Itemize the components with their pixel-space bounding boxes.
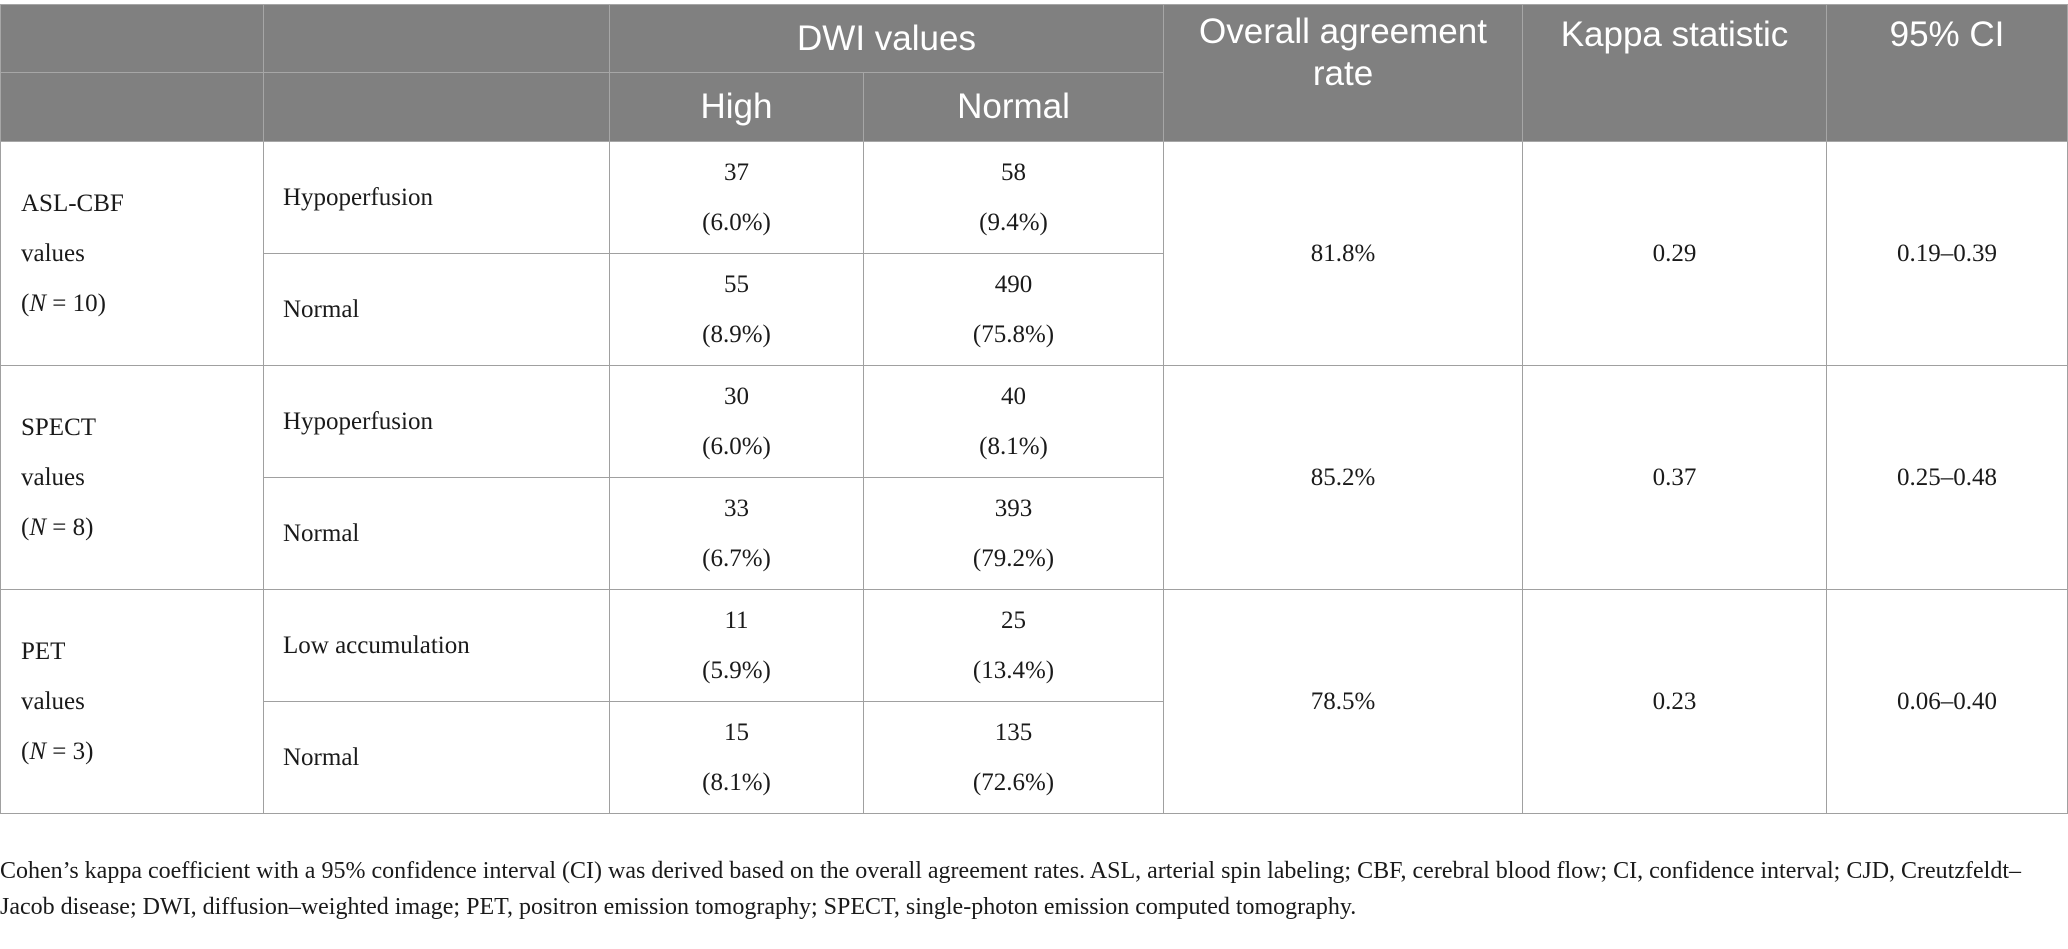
header-row-2: High Normal — [0, 72, 2068, 142]
cell-kappa: 0.29 — [1522, 141, 1827, 366]
row-label: Normal — [263, 253, 610, 366]
group-label: SPECT values (N = 8) — [0, 365, 264, 590]
cell-kappa: 0.23 — [1522, 589, 1827, 814]
row-label: Low accumulation — [263, 589, 610, 702]
cell-normal: 490 (75.8%) — [863, 253, 1164, 366]
cell-normal: 393 (79.2%) — [863, 477, 1164, 590]
cell-agreement: 85.2% — [1163, 365, 1523, 590]
row-label: Hypoperfusion — [263, 141, 610, 254]
table-row: PET values (N = 3) Low accumulation 11 (5… — [0, 589, 2068, 814]
row-label: Hypoperfusion — [263, 365, 610, 478]
cell-normal: 40 (8.1%) — [863, 365, 1164, 478]
cell-agreement: 78.5% — [1163, 589, 1523, 814]
header-normal: Normal — [863, 72, 1164, 142]
header-ci: 95% CI — [1826, 4, 2068, 142]
row-label: Normal — [263, 701, 610, 814]
cell-high: 33 (6.7%) — [609, 477, 864, 590]
header-empty-1 — [0, 4, 264, 73]
cell-kappa: 0.37 — [1522, 365, 1827, 590]
header-row-1: DWI values Overall agreement rate Kappa … — [0, 4, 2068, 142]
cell-high: 11 (5.9%) — [609, 589, 864, 702]
cell-high: 30 (6.0%) — [609, 365, 864, 478]
group-label: ASL-CBF values (N = 10) — [0, 141, 264, 366]
header-high: High — [609, 72, 864, 142]
header-kappa: Kappa statistic — [1522, 4, 1827, 142]
table-row: Normal 15 (8.1%) 135 (72.6%) — [1, 701, 2068, 814]
row-label: Normal — [263, 477, 610, 590]
cell-normal: 135 (72.6%) — [863, 701, 1164, 814]
cell-normal: 25 (13.4%) — [863, 589, 1164, 702]
cell-normal: 58 (9.4%) — [863, 141, 1164, 254]
cell-ci: 0.06–0.40 — [1826, 589, 2068, 814]
header-dwi-values: DWI values — [609, 4, 1164, 73]
header-empty-2 — [263, 4, 610, 73]
table-row: Normal 33 (6.7%) 393 (79.2%) — [1, 477, 2068, 590]
table-footnote: Cohen’s kappa coefficient with a 95% con… — [0, 858, 2021, 920]
header-empty-3 — [0, 72, 264, 142]
cell-ci: 0.19–0.39 — [1826, 141, 2068, 366]
header-overall-agreement: Overall agreement rate — [1163, 4, 1523, 142]
cell-ci: 0.25–0.48 — [1826, 365, 2068, 590]
cell-agreement: 81.8% — [1163, 141, 1523, 366]
table-row: ASL-CBF values (N = 10) Hypoperfusion 37… — [0, 141, 2068, 366]
header-empty-4 — [263, 72, 610, 142]
group-label: PET values (N = 3) — [0, 589, 264, 814]
table-row: SPECT values (N = 8) Hypoperfusion 30 (6.… — [0, 365, 2068, 590]
table-row: Normal 55 (8.9%) 490 (75.8%) — [1, 253, 2068, 366]
agreement-table: DWI values Overall agreement rate Kappa … — [0, 4, 2068, 814]
cell-high: 55 (8.9%) — [609, 253, 864, 366]
cell-high: 37 (6.0%) — [609, 141, 864, 254]
cell-high: 15 (8.1%) — [609, 701, 864, 814]
